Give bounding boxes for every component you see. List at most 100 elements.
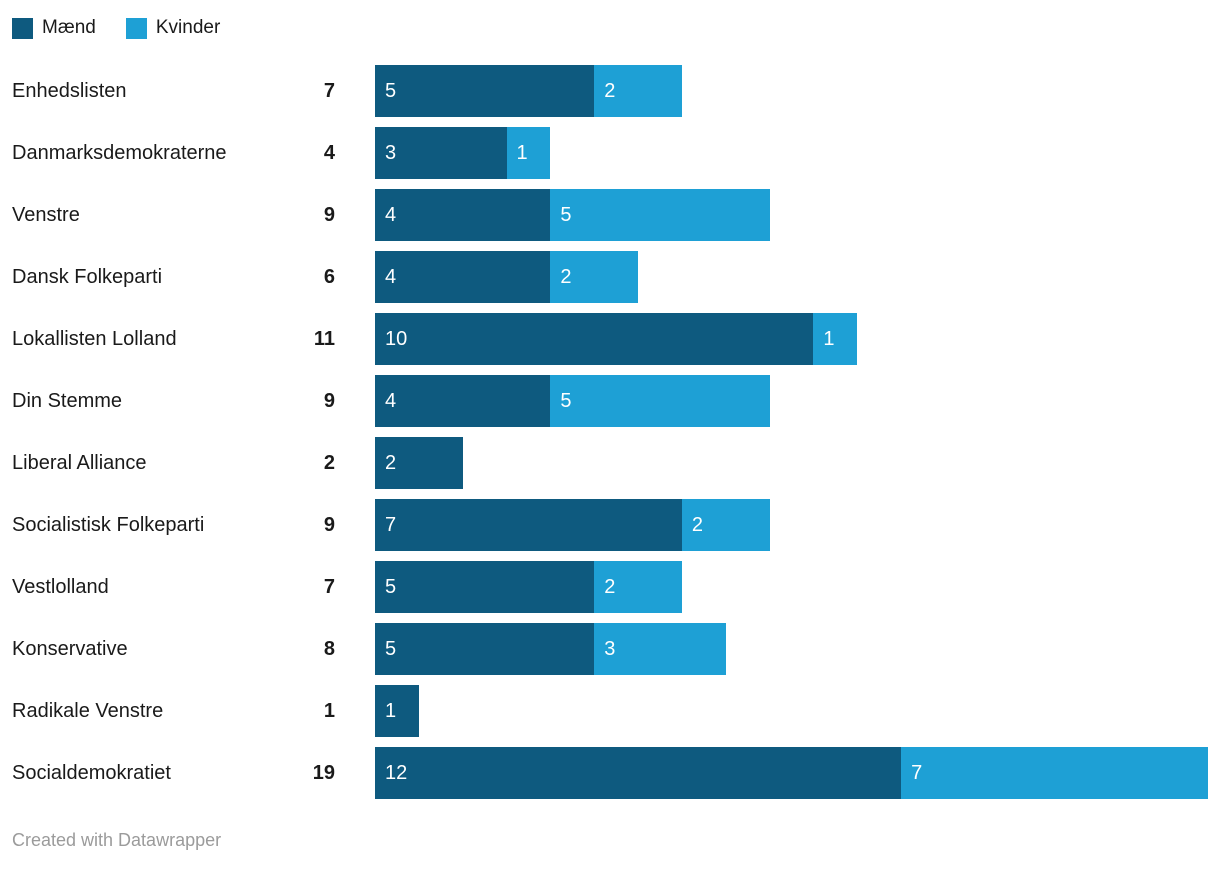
bar-value-label: 4 [385, 203, 397, 226]
bar-segment-maend: 10 [375, 313, 814, 365]
bar-track: 1 [375, 685, 1208, 737]
bar-value-label: 4 [385, 265, 397, 288]
bar-segment-kvinder: 2 [594, 65, 682, 117]
bar-value-label: 2 [691, 513, 704, 536]
bar-value-label: 2 [604, 79, 616, 102]
bar-segment-kvinder: 2 [594, 561, 682, 613]
party-total: 8 [323, 637, 335, 660]
bar-value-label: 2 [560, 265, 572, 288]
bar-track: 2 [375, 437, 1208, 489]
chart-row: Venstre 9 4 5 [12, 184, 1208, 246]
bar-value-label: 1 [385, 699, 397, 722]
legend-swatch-maend [12, 17, 33, 39]
chart-row: Radikale Venstre 1 1 [12, 680, 1208, 742]
party-total: 1 [323, 699, 335, 722]
bar-segment-maend: 5 [375, 623, 595, 675]
chart-row: Enhedslisten 7 5 2 [12, 60, 1208, 122]
bar-value-label: 5 [385, 637, 397, 660]
bar-value-label: 3 [604, 637, 616, 660]
bar-segment-maend: 5 [375, 65, 595, 117]
attribution-text: Created with Datawrapper [12, 830, 222, 850]
chart-row: Danmarksdemokraterne 4 3 1 [12, 122, 1208, 184]
bar-value-label: 2 [604, 575, 616, 598]
party-label: Dansk Folkeparti [12, 265, 163, 288]
bar-value-label: 3 [385, 141, 397, 164]
legend-item-maend: Mænd [12, 17, 96, 39]
bar-value-label: 1 [823, 327, 835, 350]
party-label: Vestlolland [12, 575, 109, 598]
chart-row: Socialdemokratiet 19 12 7 [12, 742, 1208, 804]
legend-label-kvinder: Kvinder [155, 17, 221, 38]
bar-segment-maend: 4 [375, 189, 551, 241]
bar-value-label: 4 [385, 389, 397, 412]
bar-rows: Enhedslisten 7 5 2 Danmarksdemokraterne 4 3 1 Ve… [12, 60, 1208, 804]
bar-value-label: 5 [560, 389, 572, 412]
bar-value-label: 5 [560, 203, 572, 226]
bar-value-label: 7 [911, 761, 923, 784]
chart-row: Lokallisten Lolland 11 10 1 [12, 308, 1208, 370]
legend: Mænd Kvinder [12, 14, 1208, 42]
bar-value-label: 10 [385, 327, 408, 350]
party-label: Din Stemme [12, 389, 123, 412]
bar-value-label: 2 [385, 451, 397, 474]
party-total: 6 [323, 265, 335, 288]
party-total: 2 [323, 451, 335, 474]
party-label: Socialistisk Folkeparti [12, 513, 205, 536]
chart-row: Socialistisk Folkeparti 9 7 2 [12, 494, 1208, 556]
bar-value-label: 5 [385, 575, 397, 598]
party-label: Lokallisten Lolland [12, 327, 177, 350]
party-total: 11 [313, 327, 335, 350]
party-label: Radikale Venstre [12, 699, 164, 722]
bar-segment-maend: 2 [375, 437, 463, 489]
party-label: Liberal Alliance [12, 451, 147, 474]
legend-swatch-kvinder [125, 17, 147, 39]
chart-row: Vestlolland 7 5 2 [12, 556, 1208, 618]
bar-segment-kvinder: 2 [681, 499, 770, 551]
party-label: Venstre [12, 203, 80, 226]
chart-row: Din Stemme 9 4 5 [12, 370, 1208, 432]
bar-segment-kvinder: 5 [550, 375, 770, 427]
bar-segment-kvinder: 1 [813, 313, 858, 365]
party-total: 7 [323, 575, 335, 598]
chart-row: Liberal Alliance 2 2 [12, 432, 1208, 494]
bar-track: 12 7 [375, 747, 1208, 799]
bar-value-label: 7 [385, 513, 397, 536]
party-total: 4 [323, 141, 335, 164]
legend-label-maend: Mænd [42, 17, 96, 38]
party-total: 9 [323, 513, 335, 536]
bar-segment-maend: 4 [375, 375, 551, 427]
bar-segment-kvinder: 3 [594, 623, 726, 675]
bar-value-label: 1 [516, 141, 528, 164]
bar-segment-maend: 1 [375, 685, 419, 737]
party-total: 19 [312, 761, 335, 784]
bar-segment-kvinder: 2 [550, 251, 639, 303]
bar-segment-maend: 7 [375, 499, 682, 551]
party-label: Danmarksdemokraterne [12, 141, 227, 164]
bar-value-label: 5 [385, 79, 397, 102]
chart-row: Dansk Folkeparti 6 4 2 [12, 246, 1208, 308]
bar-segment-kvinder: 5 [550, 189, 770, 241]
bar-segment-kvinder: 1 [506, 127, 551, 179]
chart-row: Konservative 8 5 3 [12, 618, 1208, 680]
party-total: 7 [323, 79, 335, 102]
party-label: Konservative [12, 637, 128, 660]
bar-segment-maend: 3 [375, 127, 507, 179]
bar-segment-kvinder: 7 [901, 747, 1208, 799]
bar-segment-maend: 5 [375, 561, 595, 613]
bar-segment-maend: 12 [375, 747, 902, 799]
party-label: Socialdemokratiet [12, 761, 171, 784]
bar-value-label: 12 [385, 761, 408, 784]
legend-item-kvinder: Kvinder [125, 17, 221, 39]
party-total: 9 [323, 203, 335, 226]
party-total: 9 [323, 389, 335, 412]
bar-track: 10 1 [375, 313, 1208, 365]
